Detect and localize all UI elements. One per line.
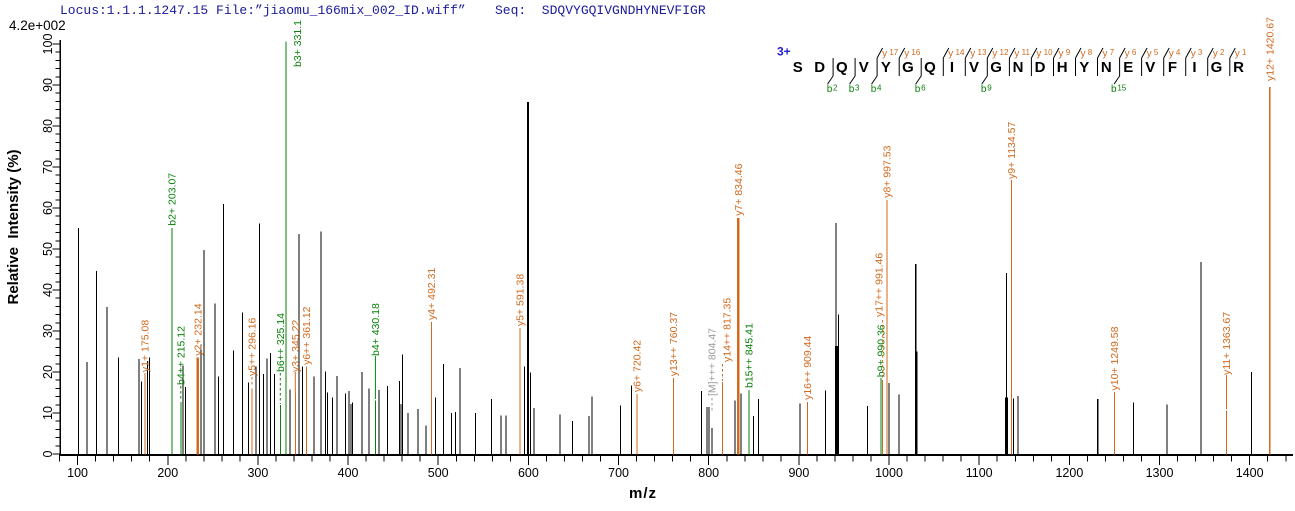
svg-text:y1+ 175.08: y1+ 175.08 — [140, 320, 152, 372]
svg-text:y12+ 1420.67: y12+ 1420.67 — [1264, 17, 1276, 81]
svg-text:N: N — [1013, 59, 1024, 76]
svg-text:y 7: y 7 — [1103, 48, 1115, 60]
svg-text:y 16: y 16 — [904, 48, 921, 60]
svg-text:y 6: y 6 — [1125, 48, 1137, 60]
svg-text:10: 10 — [41, 406, 55, 420]
svg-text:y11+ 1363.67: y11+ 1363.67 — [1221, 312, 1233, 375]
svg-text:400: 400 — [338, 466, 359, 480]
svg-text:y10+ 1249.58: y10+ 1249.58 — [1109, 326, 1121, 390]
svg-text:60: 60 — [41, 201, 55, 215]
svg-text:G: G — [990, 59, 1002, 76]
svg-text:100: 100 — [67, 466, 88, 480]
svg-text:V: V — [969, 59, 979, 76]
svg-text:b15++ 845.41: b15++ 845.41 — [743, 323, 755, 388]
svg-text:I: I — [1192, 59, 1196, 76]
svg-text:Y: Y — [881, 59, 891, 76]
svg-text:y 11: y 11 — [1014, 48, 1030, 60]
svg-text:100: 100 — [41, 34, 55, 55]
svg-text:1300: 1300 — [1146, 466, 1174, 480]
svg-text:y17++ 991.46: y17++ 991.46 — [873, 253, 885, 317]
svg-text:y 17: y 17 — [882, 48, 899, 60]
svg-text:600: 600 — [518, 466, 539, 480]
svg-text:y 8: y 8 — [1081, 48, 1093, 60]
svg-text:y13++ 760.37: y13++ 760.37 — [668, 312, 680, 376]
svg-text:80: 80 — [41, 119, 55, 133]
svg-text:b4: b4 — [871, 84, 882, 96]
svg-text:y 3: y 3 — [1191, 48, 1203, 60]
svg-text:1400: 1400 — [1236, 466, 1264, 480]
svg-text:y3+ 345.22: y3+ 345.22 — [290, 320, 302, 372]
svg-text:y16++ 909.44: y16++ 909.44 — [802, 336, 814, 400]
svg-text:y14++ 817.35: y14++ 817.35 — [722, 298, 734, 362]
svg-text:F: F — [1168, 59, 1177, 76]
svg-text:y 5: y 5 — [1147, 48, 1159, 60]
svg-text:y 14: y 14 — [948, 48, 965, 60]
svg-text:D: D — [1035, 59, 1046, 76]
svg-text:y2+ 232.14: y2+ 232.14 — [192, 303, 204, 355]
svg-text:40: 40 — [41, 283, 55, 297]
svg-text:Y: Y — [1079, 59, 1089, 76]
svg-text:y 10: y 10 — [1036, 48, 1053, 60]
svg-text:H: H — [1057, 59, 1068, 76]
svg-text:y6++ 361.12: y6++ 361.12 — [301, 306, 313, 365]
svg-text:500: 500 — [428, 466, 449, 480]
svg-text:y 9: y 9 — [1059, 48, 1071, 60]
svg-text:1000: 1000 — [875, 466, 903, 480]
svg-text:b15: b15 — [1111, 84, 1127, 96]
svg-text:b6: b6 — [915, 84, 926, 96]
svg-text:S: S — [793, 59, 803, 76]
svg-text:b3+ 331.1: b3+ 331.1 — [292, 20, 304, 67]
svg-text:700: 700 — [608, 466, 629, 480]
svg-text:N: N — [1101, 59, 1112, 76]
svg-text:0: 0 — [41, 450, 55, 457]
svg-text:V: V — [1145, 59, 1155, 76]
svg-text:I: I — [950, 59, 954, 76]
svg-text:900: 900 — [788, 466, 809, 480]
svg-text:b6++ 325.14: b6++ 325.14 — [275, 313, 287, 372]
svg-text:20: 20 — [41, 365, 55, 379]
svg-text:y 4: y 4 — [1169, 48, 1181, 60]
svg-text:y7+ 834.46: y7+ 834.46 — [733, 163, 745, 215]
svg-text:50: 50 — [41, 242, 55, 256]
svg-text:V: V — [859, 59, 869, 76]
svg-text:1200: 1200 — [1055, 466, 1083, 480]
svg-text:Q: Q — [836, 59, 848, 76]
svg-text:[M]+++ 804.47: [M]+++ 804.47 — [707, 328, 719, 396]
svg-text:E: E — [1123, 59, 1133, 76]
svg-text:R: R — [1233, 59, 1244, 76]
svg-text:b2+ 203.07: b2+ 203.07 — [166, 173, 178, 226]
svg-text:70: 70 — [41, 160, 55, 174]
svg-text:y 12: y 12 — [992, 48, 1009, 60]
svg-text:b9: b9 — [981, 84, 992, 96]
svg-text:b2: b2 — [827, 84, 838, 96]
svg-text:G: G — [902, 59, 914, 76]
svg-text:b4++ 215.12: b4++ 215.12 — [175, 326, 187, 385]
svg-text:90: 90 — [41, 78, 55, 92]
svg-text:G: G — [1211, 59, 1223, 76]
svg-text:4.2e+002: 4.2e+002 — [9, 18, 66, 33]
svg-text:y6+ 720.42: y6+ 720.42 — [632, 340, 644, 392]
svg-text:D: D — [814, 59, 825, 76]
svg-text:y5+ 591.38: y5+ 591.38 — [515, 274, 527, 326]
svg-text:y 2: y 2 — [1213, 48, 1225, 60]
svg-text:Q: Q — [924, 59, 936, 76]
svg-text:b3: b3 — [849, 84, 860, 96]
svg-text:30: 30 — [41, 324, 55, 338]
svg-text:300: 300 — [247, 466, 268, 480]
svg-text:y4+ 492.31: y4+ 492.31 — [426, 268, 438, 320]
svg-text:y 1: y 1 — [1235, 48, 1247, 60]
svg-text:y9+ 1134.57: y9+ 1134.57 — [1006, 122, 1018, 179]
svg-text:1100: 1100 — [966, 466, 993, 480]
svg-text:Relative Intensity (%): Relative Intensity (%) — [5, 149, 22, 304]
svg-text:200: 200 — [157, 466, 178, 480]
svg-text:y5++ 296.16: y5++ 296.16 — [247, 317, 259, 376]
svg-text:y 13: y 13 — [970, 48, 987, 60]
svg-text:b9+ 990.36: b9+ 990.36 — [875, 324, 887, 377]
svg-text:3+: 3+ — [777, 45, 791, 59]
svg-text:800: 800 — [698, 466, 719, 480]
svg-text:y8+ 997.53: y8+ 997.53 — [881, 145, 893, 197]
svg-text:b4+ 430.18: b4+ 430.18 — [370, 303, 382, 356]
svg-text:m/z: m/z — [629, 485, 657, 502]
